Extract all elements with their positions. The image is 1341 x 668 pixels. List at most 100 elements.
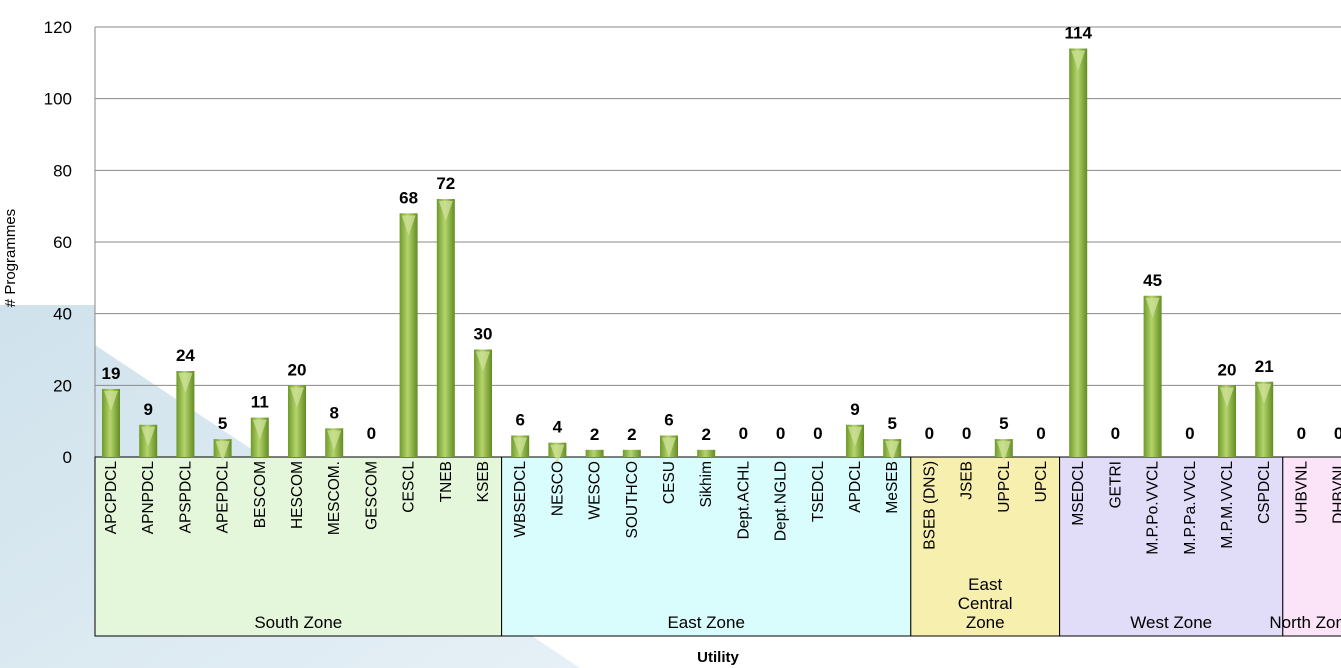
category-label: Dept.NGLD bbox=[773, 461, 790, 541]
data-label: 0 bbox=[925, 424, 934, 443]
category-label: M.P.Po.VVCL bbox=[1145, 461, 1162, 555]
zone-layer bbox=[94, 456, 1341, 637]
category-label: MESCOM. bbox=[326, 461, 343, 535]
category-label: NESCO bbox=[549, 461, 566, 516]
category-label: APNPDCL bbox=[140, 461, 157, 535]
bar bbox=[1255, 381, 1274, 457]
data-label: 0 bbox=[1111, 424, 1120, 443]
zone-label: Central bbox=[958, 594, 1013, 613]
bar bbox=[399, 213, 418, 457]
zone-label: East bbox=[968, 575, 1002, 594]
data-label: 30 bbox=[474, 325, 493, 344]
bar-highlight bbox=[104, 390, 118, 411]
bar-highlight bbox=[476, 351, 490, 372]
category-label: UHBVNL bbox=[1293, 461, 1310, 524]
category-label: TNEB bbox=[438, 461, 455, 502]
category-label: Sikhim bbox=[698, 461, 715, 508]
bar-highlight bbox=[1145, 297, 1160, 318]
category-label: MeSEB bbox=[884, 461, 901, 514]
zone-box bbox=[1282, 456, 1341, 637]
zone-label: South Zone bbox=[254, 613, 342, 632]
data-label: 21 bbox=[1255, 357, 1274, 376]
bar bbox=[288, 385, 306, 457]
y-tick-label: 80 bbox=[53, 161, 72, 180]
category-label: HESCOM bbox=[289, 461, 306, 529]
bar-layer bbox=[102, 48, 1274, 465]
data-label: 0 bbox=[739, 424, 748, 443]
bar bbox=[1143, 295, 1162, 457]
data-label: 11 bbox=[251, 393, 269, 412]
bar-highlight bbox=[662, 437, 676, 458]
category-label: MSEDCL bbox=[1070, 461, 1087, 526]
category-label: APEPDCL bbox=[215, 461, 232, 534]
category-label: DHBVNL bbox=[1331, 461, 1341, 524]
bar bbox=[176, 371, 195, 457]
data-label: 2 bbox=[627, 425, 636, 444]
category-label: WESCO bbox=[587, 461, 604, 520]
category-label: M.P.M.VVCL bbox=[1219, 461, 1236, 549]
y-tick-label: 20 bbox=[53, 376, 72, 395]
category-label: M.P.Pa.VVCL bbox=[1182, 461, 1199, 555]
category-label: BESCOM bbox=[252, 461, 269, 528]
data-label: 9 bbox=[850, 400, 859, 419]
bar-highlight bbox=[1220, 387, 1234, 408]
category-label: CSPDCL bbox=[1256, 461, 1273, 524]
data-label: 19 bbox=[102, 364, 121, 383]
data-label: 4 bbox=[553, 418, 563, 437]
data-label: 0 bbox=[1334, 424, 1341, 443]
data-label: 6 bbox=[515, 411, 524, 430]
data-label: 6 bbox=[664, 411, 673, 430]
data-label: 5 bbox=[218, 414, 227, 433]
bar bbox=[102, 388, 120, 457]
category-label: UPCL bbox=[1033, 461, 1050, 503]
bar bbox=[1069, 48, 1088, 457]
category-label: GESCOM bbox=[363, 461, 380, 530]
data-label: 8 bbox=[329, 403, 338, 422]
bar-highlight bbox=[141, 426, 156, 447]
bar bbox=[1218, 385, 1236, 457]
bar-highlight bbox=[848, 426, 862, 447]
data-label: 20 bbox=[288, 360, 307, 379]
category-label: APCPDCL bbox=[103, 461, 120, 535]
category-label: GETRI bbox=[1107, 461, 1124, 508]
zone-box bbox=[910, 456, 1061, 637]
bar-highlight bbox=[438, 201, 453, 221]
bar-highlight bbox=[1071, 50, 1086, 71]
category-label: APSPDCL bbox=[177, 461, 194, 534]
bar-highlight bbox=[252, 419, 267, 440]
data-label: 114 bbox=[1064, 24, 1092, 43]
bar-highlight bbox=[401, 215, 416, 236]
zone-label: East Zone bbox=[667, 613, 745, 632]
bar-highlight bbox=[290, 387, 304, 408]
category-label: APDCL bbox=[847, 461, 864, 513]
data-label: 5 bbox=[887, 414, 896, 433]
bar-highlight bbox=[215, 441, 230, 462]
y-tick-label: 40 bbox=[53, 305, 72, 324]
y-tick-label: 60 bbox=[53, 233, 72, 252]
category-label: TSEDCL bbox=[810, 461, 827, 523]
category-label: WBSEDCL bbox=[512, 461, 529, 538]
category-label: BSEB (DNS) bbox=[921, 461, 938, 550]
zone-box bbox=[1059, 456, 1284, 637]
data-label: 2 bbox=[590, 425, 599, 444]
data-label: 9 bbox=[143, 400, 152, 419]
category-label: SOUTHCO bbox=[624, 461, 641, 539]
bar bbox=[622, 449, 641, 457]
x-axis-title: Utility bbox=[697, 649, 739, 666]
data-label: 0 bbox=[776, 424, 785, 443]
data-label: 45 bbox=[1143, 271, 1162, 290]
data-label: 24 bbox=[176, 346, 195, 365]
data-label: 72 bbox=[436, 174, 455, 193]
bar bbox=[697, 449, 716, 457]
data-label: 5 bbox=[999, 414, 1008, 433]
data-label: 0 bbox=[1297, 424, 1306, 443]
y-axis-title: # Programmes bbox=[2, 209, 19, 307]
category-label: KSEB bbox=[475, 461, 492, 502]
bar-highlight bbox=[327, 430, 342, 451]
bar-highlight bbox=[513, 437, 528, 458]
bar-highlight bbox=[1257, 383, 1272, 404]
bar bbox=[474, 349, 492, 457]
bar-highlight bbox=[550, 444, 565, 465]
data-label: 2 bbox=[701, 425, 710, 444]
